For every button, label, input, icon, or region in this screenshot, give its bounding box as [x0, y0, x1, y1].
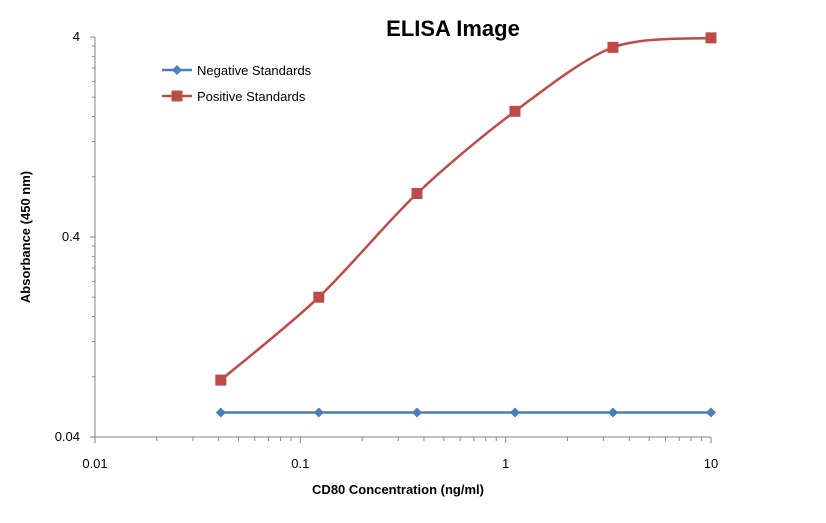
- legend-label: Positive Standards: [197, 89, 306, 104]
- y-axis-title: Absorbance (450 nm): [18, 171, 33, 303]
- x-axis: 0.01 0.1 1 10: [82, 436, 718, 471]
- x-tick-label: 0.01: [82, 456, 107, 471]
- series-positive-standards: [215, 32, 717, 386]
- legend: Negative Standards Positive Standards: [162, 63, 312, 104]
- y-axis: 0.04 0.4 4: [55, 29, 96, 444]
- legend-item-positive-standards: Positive Standards: [162, 89, 306, 104]
- negative-standards-point: [215, 407, 226, 418]
- negative-standards-point: [607, 407, 618, 418]
- series-layer: [215, 32, 717, 418]
- negative-standards-point: [509, 407, 520, 418]
- x-tick-label: 10: [704, 456, 718, 471]
- x-tick-label: 0.1: [291, 456, 309, 471]
- positive-standards-point: [411, 188, 423, 200]
- y-tick-label: 4: [73, 29, 80, 44]
- legend-swatch-marker: [172, 65, 182, 75]
- positive-standards-point: [215, 374, 227, 386]
- positive-standards-point: [509, 105, 521, 117]
- positive-standards-point: [705, 32, 717, 44]
- chart-title: ELISA Image: [386, 16, 520, 41]
- negative-standards-point: [313, 407, 324, 418]
- positive-standards-line: [219, 36, 713, 382]
- x-axis-title: CD80 Concentration (ng/ml): [312, 482, 484, 497]
- legend-item-negative-standards: Negative Standards: [162, 63, 312, 78]
- negative-standards-point: [412, 407, 423, 418]
- y-tick-label: 0.04: [55, 429, 80, 444]
- legend-label: Negative Standards: [197, 63, 312, 78]
- negative-standards-point: [706, 407, 716, 418]
- positive-standards-point: [313, 291, 325, 303]
- positive-standards-point: [607, 41, 619, 53]
- y-tick-label: 0.4: [62, 229, 80, 244]
- x-tick-label: 1: [502, 456, 509, 471]
- series-negative-standards: [215, 407, 716, 418]
- legend-swatch-marker: [171, 90, 183, 102]
